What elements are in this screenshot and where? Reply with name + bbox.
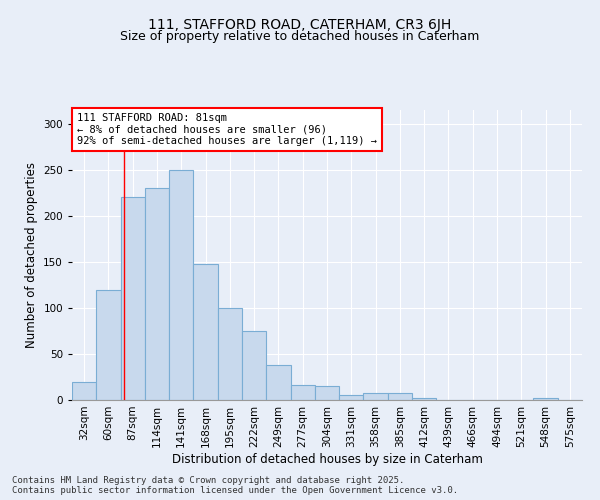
Bar <box>339 396 364 400</box>
Bar <box>121 198 145 400</box>
Bar <box>218 308 242 400</box>
Bar <box>533 398 558 400</box>
Text: Size of property relative to detached houses in Caterham: Size of property relative to detached ho… <box>121 30 479 43</box>
Bar <box>290 386 315 400</box>
Bar <box>364 392 388 400</box>
Bar <box>193 264 218 400</box>
X-axis label: Distribution of detached houses by size in Caterham: Distribution of detached houses by size … <box>172 452 482 466</box>
Text: 111 STAFFORD ROAD: 81sqm
← 8% of detached houses are smaller (96)
92% of semi-de: 111 STAFFORD ROAD: 81sqm ← 8% of detache… <box>77 113 377 146</box>
Bar <box>145 188 169 400</box>
Bar <box>315 386 339 400</box>
Text: 111, STAFFORD ROAD, CATERHAM, CR3 6JH: 111, STAFFORD ROAD, CATERHAM, CR3 6JH <box>148 18 452 32</box>
Bar <box>266 365 290 400</box>
Bar <box>96 290 121 400</box>
Bar <box>388 392 412 400</box>
Bar <box>242 331 266 400</box>
Text: Contains HM Land Registry data © Crown copyright and database right 2025.
Contai: Contains HM Land Registry data © Crown c… <box>12 476 458 495</box>
Y-axis label: Number of detached properties: Number of detached properties <box>25 162 38 348</box>
Bar <box>412 398 436 400</box>
Bar <box>72 382 96 400</box>
Bar <box>169 170 193 400</box>
